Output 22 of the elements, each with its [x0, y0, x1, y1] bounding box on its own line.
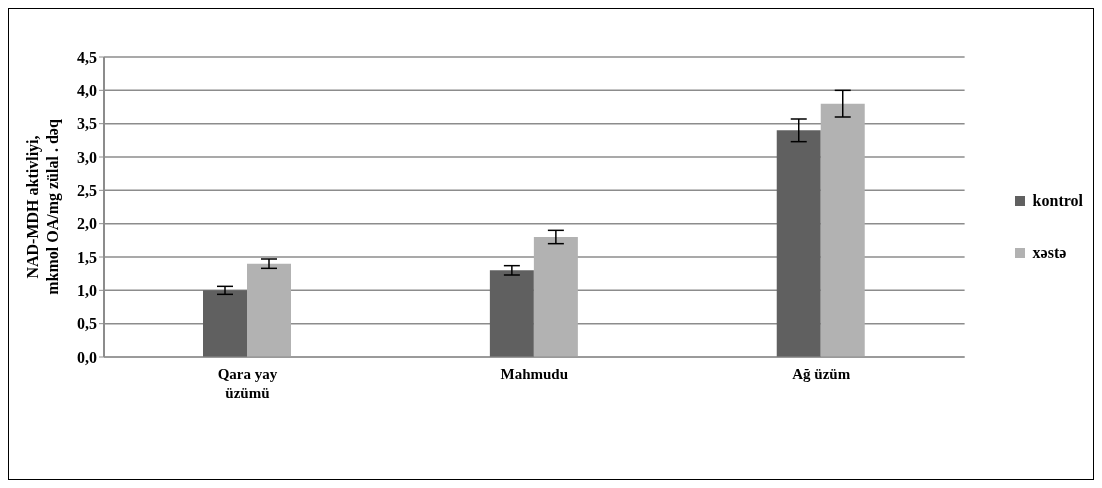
y-tick-label: 4,5 [77, 48, 97, 66]
y-tick-label: 4,0 [77, 82, 97, 100]
x-tick-label: Mahmudu [500, 366, 569, 382]
y-tick-label: 1,5 [77, 248, 97, 266]
y-tick-label: 2,5 [77, 182, 97, 200]
bar [533, 237, 578, 357]
bar [820, 103, 865, 357]
x-tick-label: Ağ üzüm [792, 366, 851, 382]
y-tick-label: 3,5 [77, 115, 97, 133]
bar [489, 270, 534, 357]
y-tick-label: 2,0 [77, 215, 97, 233]
legend-label: xəstə [1032, 244, 1067, 262]
y-tick-label: 0,0 [77, 348, 97, 366]
y-axis-title: NAD-MDH aktivliyi, mkmol OA/mg zülal . dəq [24, 119, 62, 295]
x-tick-label: Qara yay üzümü [217, 366, 278, 401]
y-tick-label: 3,0 [77, 148, 97, 166]
bar [776, 130, 821, 357]
y-tick-label: 1,0 [77, 282, 97, 300]
bar [203, 290, 247, 357]
legend-label: kontrol [1032, 192, 1083, 210]
y-tick-label: 0,5 [77, 315, 97, 333]
bar [247, 263, 291, 357]
